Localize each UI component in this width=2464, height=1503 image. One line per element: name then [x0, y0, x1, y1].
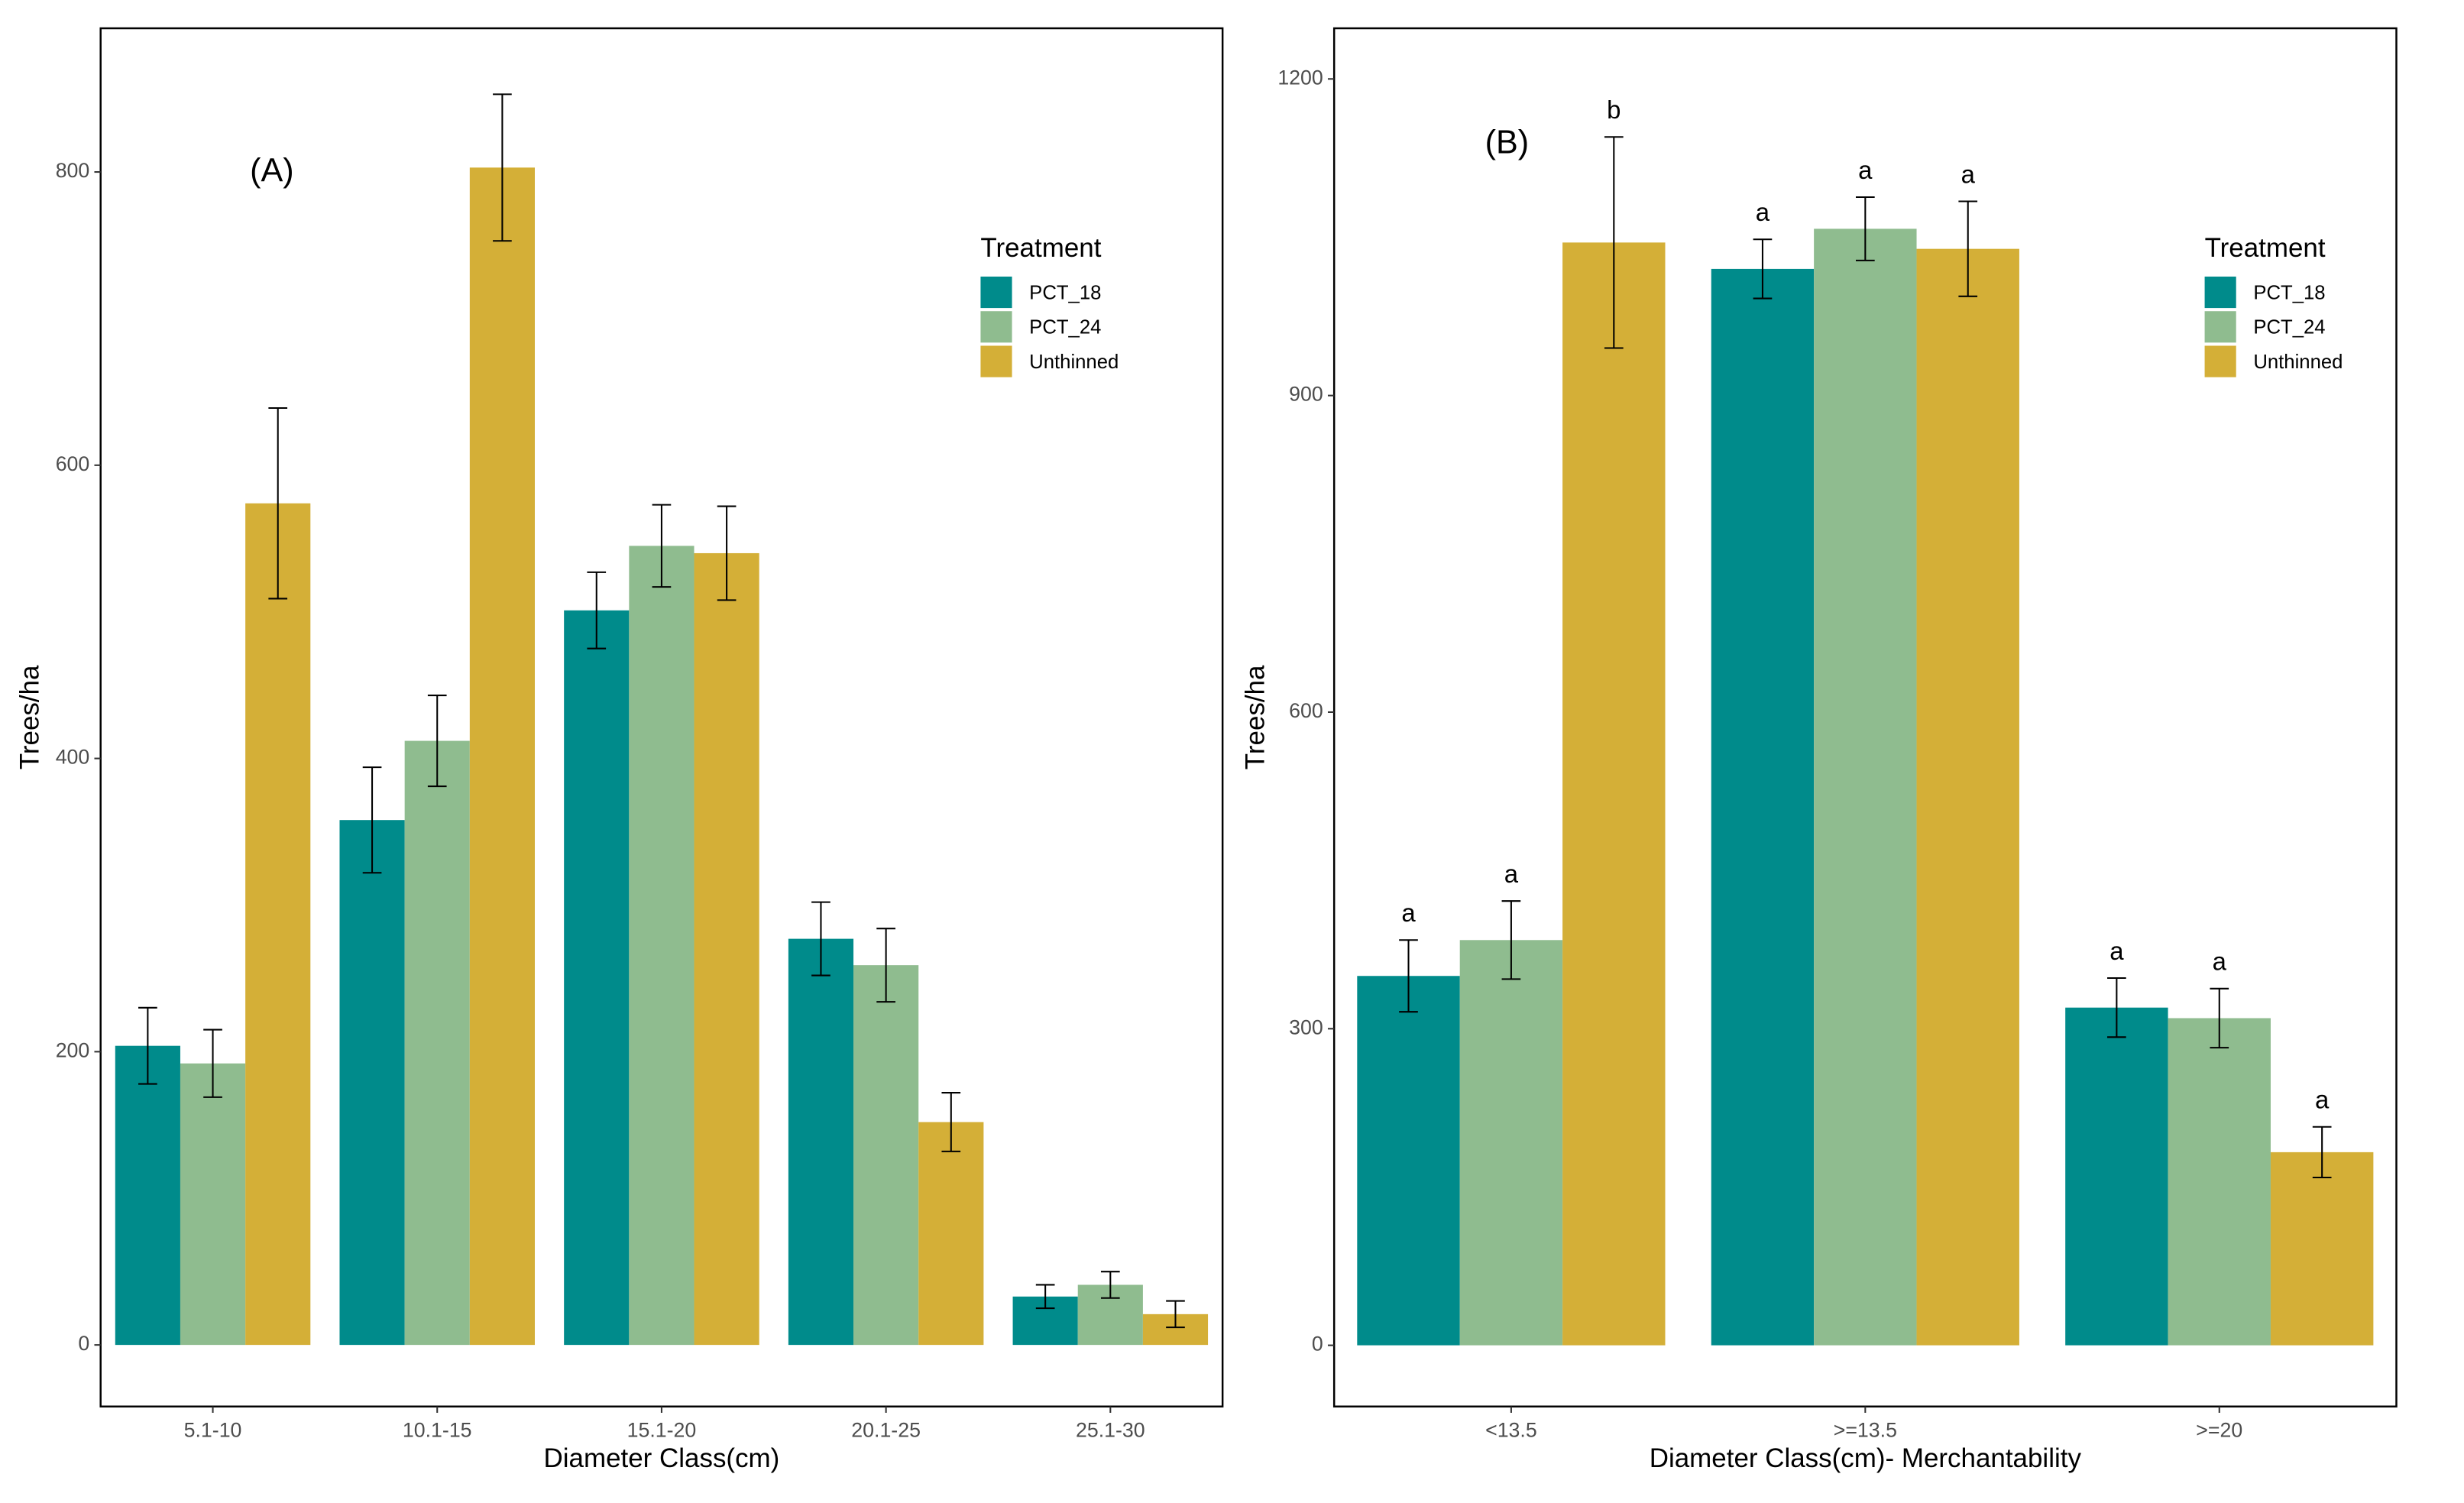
y-tick-label: 800	[56, 159, 90, 182]
error-bar	[203, 1028, 222, 1098]
legend-key	[980, 311, 1012, 343]
error-bar	[811, 901, 831, 977]
legend-label: PCT_24	[2253, 317, 2325, 338]
y-tick-label: 1200	[1277, 66, 1323, 89]
panel-label: (A)	[250, 153, 294, 189]
error-bar	[1501, 900, 1521, 980]
error-bar	[2210, 987, 2229, 1049]
bar	[1814, 228, 1917, 1346]
bar	[918, 1122, 984, 1346]
legend-label: PCT_18	[2253, 282, 2325, 303]
y-tick-label: 0	[1312, 1333, 1323, 1356]
bar	[339, 820, 405, 1346]
legend-key	[980, 276, 1012, 309]
bar	[1459, 940, 1563, 1346]
legend-key	[2204, 276, 2236, 309]
x-tick-label: 5.1-10	[184, 1419, 242, 1442]
error-bar	[493, 93, 512, 242]
legend-key	[2204, 345, 2236, 377]
bar	[853, 965, 919, 1346]
error-bar	[362, 766, 382, 874]
y-tick-label: 200	[56, 1038, 90, 1061]
x-tick-label: 20.1-25	[851, 1419, 921, 1442]
panel-label: (B)	[1485, 125, 1530, 161]
legend-label: PCT_18	[1029, 282, 1101, 303]
error-bar	[268, 407, 288, 600]
bar	[564, 610, 630, 1346]
x-tick-label: 10.1-15	[403, 1419, 472, 1442]
bar	[629, 546, 695, 1346]
bar	[115, 1045, 180, 1346]
error-bar	[1035, 1284, 1055, 1310]
error-bar	[2107, 977, 2126, 1038]
x-tick-label: <13.5	[1485, 1419, 1537, 1442]
bar	[2270, 1152, 2374, 1346]
error-bar	[876, 928, 895, 1003]
bar	[2065, 1007, 2168, 1346]
error-bar	[941, 1092, 961, 1152]
bar	[1711, 268, 1815, 1346]
significance-letter: a	[1756, 198, 1770, 226]
x-tick-label: >=20	[2196, 1419, 2242, 1442]
error-bar	[1399, 939, 1418, 1013]
error-bar	[2312, 1126, 2332, 1179]
error-bar	[1753, 238, 1773, 300]
significance-letter: a	[1858, 156, 1873, 184]
y-tick-label: 900	[1289, 383, 1323, 406]
bar	[788, 938, 854, 1346]
x-axis-title: Diameter Class(cm)- Merchantability	[1650, 1443, 2082, 1473]
significance-letter: a	[1504, 860, 1519, 888]
error-bar	[587, 571, 607, 649]
legend-label: Unthinned	[1029, 351, 1119, 373]
x-axis-title: Diameter Class(cm)	[544, 1443, 780, 1473]
error-bar	[138, 1006, 157, 1085]
significance-letter: a	[2109, 937, 2124, 965]
legend-title: Treatment	[980, 233, 1101, 263]
legend-key	[2204, 311, 2236, 343]
legend-label: PCT_24	[1029, 317, 1101, 338]
y-tick-label: 600	[1289, 699, 1323, 722]
y-tick-label: 300	[1289, 1015, 1323, 1038]
error-bar	[1166, 1300, 1185, 1329]
significance-letter: a	[2315, 1086, 2330, 1114]
y-axis-title: Trees/ha	[15, 665, 44, 769]
bar	[694, 552, 759, 1346]
error-bar	[717, 505, 737, 601]
chart-panel: 0 200 400 600 800 5.1-10 10.1-15 15.1-20 20.1-25…	[15, 27, 1224, 1473]
significance-letter: a	[2213, 947, 2227, 976]
y-tick-label: 400	[56, 746, 90, 769]
significance-letter: a	[1401, 899, 1416, 927]
y-tick-label: 0	[78, 1332, 89, 1355]
legend-title: Treatment	[2205, 233, 2326, 263]
legend-key	[980, 345, 1012, 377]
significance-letter: b	[1607, 96, 1621, 124]
error-bar	[427, 695, 447, 788]
error-bar	[652, 504, 672, 588]
bar	[1357, 976, 1460, 1346]
error-bar	[1958, 200, 1978, 297]
bar	[404, 740, 470, 1346]
bar	[469, 167, 535, 1346]
x-tick-label: 25.1-30	[1076, 1419, 1145, 1442]
y-tick-label: 600	[56, 452, 90, 475]
error-bar	[1100, 1271, 1120, 1299]
significance-letter: a	[1961, 160, 1976, 188]
x-tick-label: >=13.5	[1834, 1419, 1897, 1442]
legend-label: Unthinned	[2253, 351, 2343, 373]
bar	[245, 503, 311, 1346]
y-axis-title: Trees/ha	[1241, 665, 1271, 769]
bar	[1562, 242, 1666, 1346]
bar	[2168, 1018, 2271, 1346]
bar	[180, 1063, 246, 1346]
error-bar	[1855, 196, 1875, 261]
x-tick-label: 15.1-20	[627, 1419, 697, 1442]
bar	[1916, 248, 2019, 1346]
error-bar	[1604, 136, 1624, 349]
